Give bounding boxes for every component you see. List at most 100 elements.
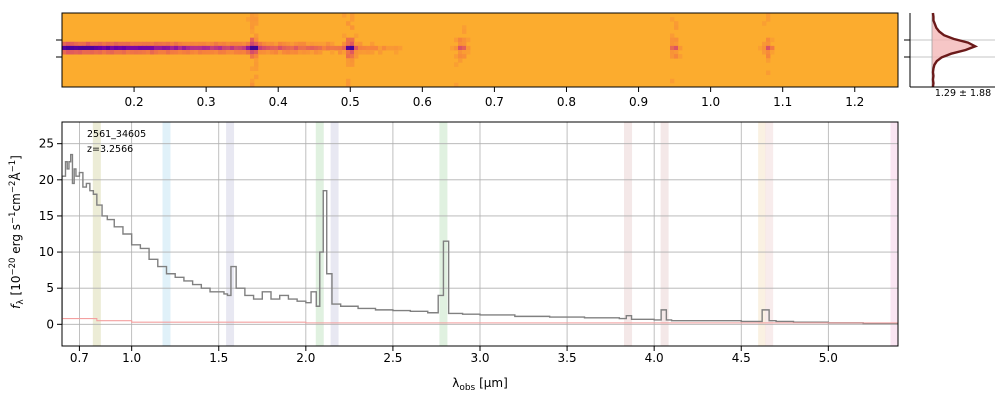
pixel (458, 45, 463, 51)
pixel (298, 45, 303, 51)
y-label-t2: erg s (9, 224, 23, 258)
pixel (374, 45, 379, 51)
pixel (354, 54, 359, 59)
pixel (254, 17, 259, 22)
pixel (678, 54, 683, 59)
pixel (454, 45, 459, 51)
image-x-tick-label: 0.8 (557, 95, 576, 109)
pixel (286, 50, 291, 55)
pixel (382, 45, 387, 51)
pixel (266, 41, 271, 47)
pixel (458, 54, 463, 59)
x-tick-label: 1.5 (209, 351, 228, 365)
pixel (262, 50, 267, 55)
pixel (218, 41, 223, 47)
x-axis: 0.7 1.0 1.5 2.0 2.5 3.0 3.5 4.0 4.5 5.0 (70, 346, 838, 365)
pixel (286, 41, 291, 47)
pixel (254, 21, 259, 26)
pixel (334, 45, 339, 51)
pixel (466, 50, 471, 55)
pixel (98, 45, 103, 51)
y-label-t1: [10 (9, 276, 23, 300)
pixel (126, 41, 131, 47)
pixel (206, 45, 211, 51)
pixel (222, 45, 227, 51)
pixel (166, 50, 171, 55)
pixel (78, 45, 83, 51)
pixel (366, 50, 371, 55)
pixel (198, 41, 203, 47)
pixel (190, 45, 195, 51)
pixel (314, 45, 319, 51)
pixel (278, 45, 283, 51)
pixel (266, 50, 271, 55)
pixel (454, 37, 459, 43)
pixel (258, 50, 263, 55)
pixel (278, 41, 283, 47)
pixel (218, 45, 223, 51)
pixel (674, 54, 679, 59)
pixel (390, 45, 395, 51)
pixel (254, 33, 259, 39)
pixel (458, 41, 463, 47)
pixel (66, 41, 71, 47)
x-tick-label: 3.0 (470, 351, 489, 365)
pixel (290, 45, 295, 51)
x-tick-label: 1.0 (122, 351, 141, 365)
image-x-tick-label: 1.0 (701, 95, 720, 109)
pixel (462, 50, 467, 55)
pixel (298, 50, 303, 55)
x-tick-label: 5.0 (819, 351, 838, 365)
pixel (78, 41, 83, 47)
pixel (462, 54, 467, 59)
pixel (106, 41, 111, 47)
pixel (146, 50, 151, 55)
y-tick-label: 0 (46, 317, 54, 331)
pixel (134, 41, 139, 47)
pixel (158, 50, 163, 55)
pixel (234, 50, 239, 55)
pixel (678, 45, 683, 51)
pixel (162, 41, 167, 47)
pixel (670, 37, 675, 43)
pixel (170, 41, 175, 47)
y-label-f: f (9, 303, 23, 309)
pixel (354, 33, 359, 39)
y-tick-label: 25 (39, 137, 54, 151)
pixel (674, 37, 679, 43)
pixel (274, 41, 279, 47)
pixel (346, 50, 351, 55)
pixel (394, 45, 399, 51)
pixel (298, 41, 303, 47)
line-bands (92, 122, 898, 346)
pixel (174, 50, 179, 55)
pixel (102, 41, 107, 47)
profile-fill (932, 13, 976, 87)
image-x-tick-label: 0.9 (629, 95, 648, 109)
pixel (674, 41, 679, 47)
pixel (250, 66, 255, 71)
pixel (146, 41, 151, 47)
line-band (92, 122, 101, 346)
pixel (226, 41, 231, 47)
spatial-profile-panel: 1.29 ± 1.88 (904, 12, 995, 99)
pixel (342, 50, 347, 55)
pixel (458, 37, 463, 43)
pixel (142, 45, 147, 51)
pixel (246, 45, 251, 51)
pixel (350, 13, 355, 18)
y-label-sub: λ (16, 299, 26, 305)
x-axis-label-sub: obs (459, 383, 475, 393)
pixel (250, 13, 255, 18)
pixel (350, 25, 355, 30)
pixel (246, 41, 251, 47)
pixel (110, 45, 115, 51)
pixel (238, 45, 243, 51)
pixel (226, 50, 231, 55)
pixel (230, 50, 235, 55)
y-label-e1: −20 (8, 258, 18, 276)
pixel (198, 45, 203, 51)
pixel (338, 50, 343, 55)
pixel (98, 50, 103, 55)
pixel (370, 45, 375, 51)
